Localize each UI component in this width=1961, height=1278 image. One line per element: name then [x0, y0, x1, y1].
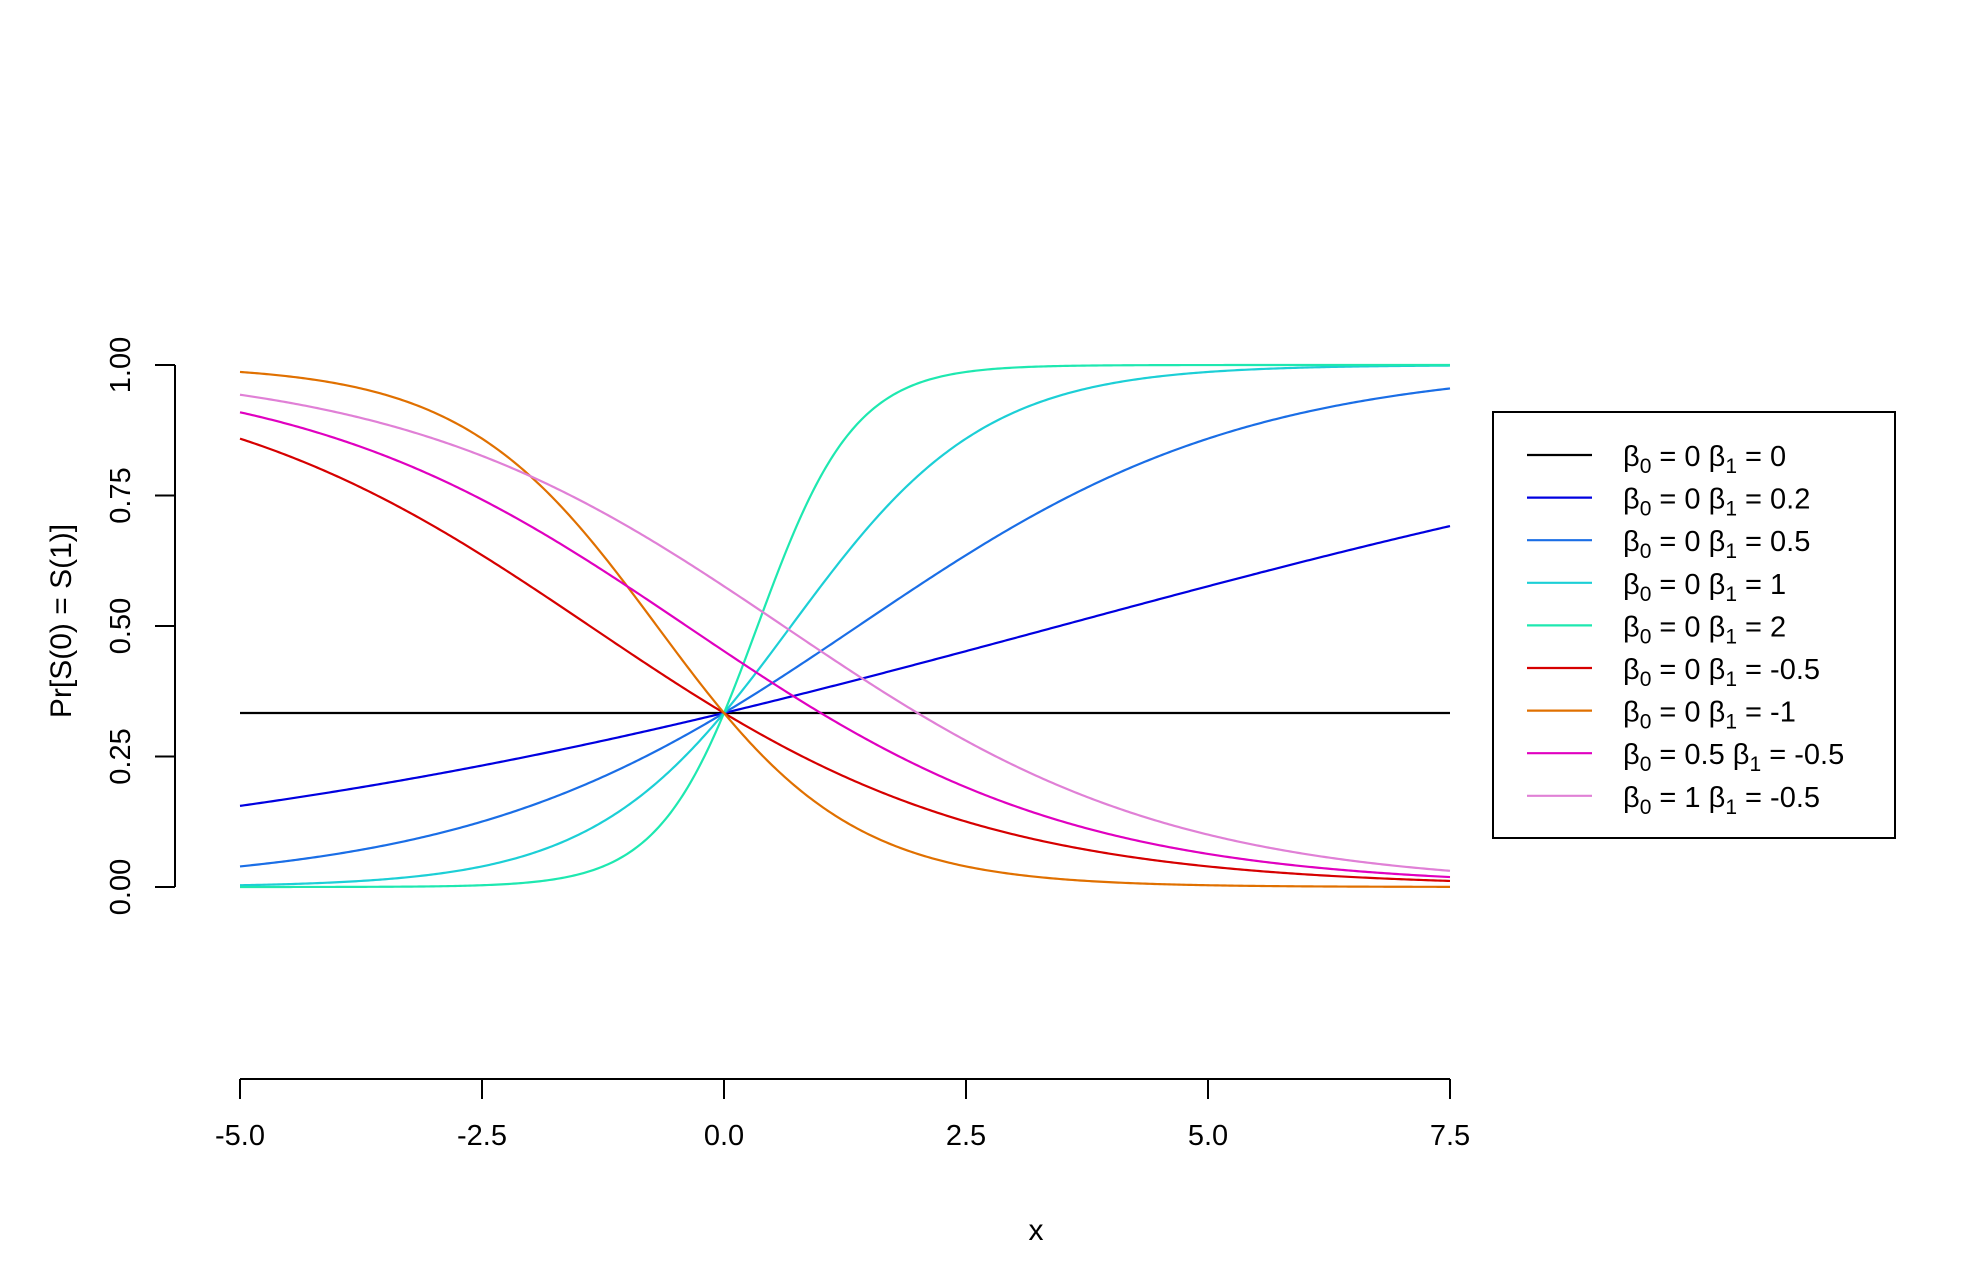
series-layer [239, 363, 1451, 889]
y-tick-label: 0.00 [105, 859, 137, 915]
legend-label: β0 = 0 β1 = 1 [1623, 569, 1786, 606]
y-ticks: 0.00 0.25 0.50 0.75 1.00 [105, 337, 175, 915]
y-tick-label: 0.75 [105, 467, 137, 523]
series-line [239, 364, 1451, 887]
legend-label: β0 = 0.5 β1 = -0.5 [1623, 739, 1844, 776]
legend-label: β0 = 0 β1 = 0 [1623, 441, 1786, 478]
y-tick-label: 0.25 [105, 728, 137, 784]
x-tick-label: -5.0 [215, 1120, 265, 1152]
legend-label: β0 = 0 β1 = 0.5 [1623, 526, 1810, 563]
x-tick-label: 7.5 [1430, 1120, 1470, 1152]
x-tick-label: 0.0 [704, 1120, 744, 1152]
legend-items: β0 = 0 β1 = 0 β0 = 0 β1 = 0.2 β0 = 0 β1 = … [1527, 441, 1844, 819]
legend-label: β0 = 0 β1 = 2 [1623, 611, 1786, 648]
series-line [239, 393, 1451, 872]
y-axis: 0.00 0.25 0.50 0.75 1.00 [105, 337, 176, 915]
legend-label: β0 = 1 β1 = -0.5 [1623, 782, 1820, 819]
legend: β0 = 0 β1 = 0 β0 = 0 β1 = 0.2 β0 = 0 β1 = … [1492, 411, 1896, 839]
x-tick-label: 2.5 [946, 1120, 986, 1152]
series-line [239, 411, 1451, 879]
y-tick-label: 0.50 [105, 598, 137, 654]
legend-label: β0 = 0 β1 = -0.5 [1623, 654, 1820, 691]
x-ticks: -5.0 -2.5 0.0 2.5 5.0 7.5 [215, 1079, 1470, 1152]
series-line [239, 387, 1451, 868]
x-tick-label: 5.0 [1188, 1120, 1228, 1152]
series-line [239, 370, 1451, 888]
x-axis-title: x [1029, 1214, 1044, 1247]
x-tick-label: -2.5 [457, 1120, 507, 1152]
series-line [240, 363, 1450, 889]
y-tick-label: 1.00 [105, 337, 137, 393]
series-line [239, 524, 1451, 807]
y-axis-title: Pr[S(0) = S(1)] [45, 524, 78, 718]
legend-label: β0 = 0 β1 = 0.2 [1623, 484, 1810, 521]
x-axis: -5.0 -2.5 0.0 2.5 5.0 7.5 [215, 1078, 1470, 1152]
series-line [239, 437, 1451, 883]
legend-label: β0 = 0 β1 = -1 [1623, 697, 1796, 734]
